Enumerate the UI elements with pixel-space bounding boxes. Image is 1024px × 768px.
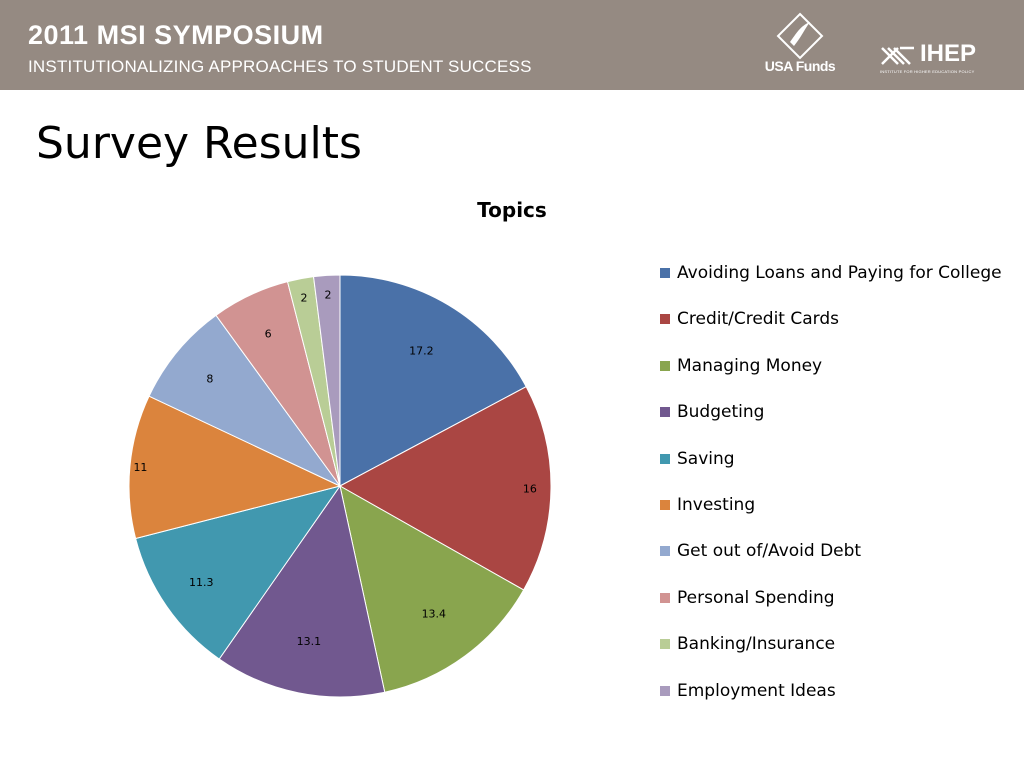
legend-swatch	[660, 639, 670, 650]
legend-swatch	[660, 407, 670, 418]
legend-item: Credit/Credit Cards	[660, 308, 1002, 354]
legend-label: Get out of/Avoid Debt	[677, 541, 862, 562]
legend-item: Managing Money	[660, 355, 1002, 401]
pie-data-label-1: 17.2	[409, 344, 434, 357]
pie-slice-5	[135, 485, 342, 660]
legend-label: Banking/Insurance	[677, 634, 836, 655]
legend-label: Avoiding Loans and Paying for College	[677, 263, 1002, 283]
pie-slice-7	[148, 314, 341, 487]
legend-item: Saving	[660, 448, 1002, 494]
legend-item: Budgeting	[660, 401, 1002, 447]
header-banner: 2011 MSI SYMPOSIUM INSTITUTIONALIZING AP…	[0, 0, 1024, 90]
pie-slice-6	[128, 395, 342, 540]
legend-swatch	[660, 314, 670, 325]
legend-swatch	[660, 499, 670, 510]
legend-label: Investing	[677, 494, 756, 515]
legend-item: Employment Ideas	[660, 680, 1002, 726]
usafunds-diamond-icon	[776, 12, 824, 60]
pie-data-label-10: 2	[324, 288, 331, 301]
pie-data-label-7: 8	[206, 372, 213, 385]
legend-swatch	[660, 685, 670, 696]
chart-title: Topics	[477, 198, 547, 222]
ihep-logo-subtext: INSTITUTE FOR HIGHER EDUCATION POLICY	[880, 69, 975, 74]
legend-label: Budgeting	[677, 402, 765, 423]
legend-item: Investing	[660, 494, 1002, 540]
legend-label: Personal Spending	[677, 587, 835, 608]
legend-swatch	[660, 268, 670, 278]
pie-data-label-8: 6	[265, 327, 272, 340]
legend-item: Get out of/Avoid Debt	[660, 540, 1002, 586]
pie-data-label-2: 16	[523, 482, 537, 495]
pie-data-label-5: 11.3	[189, 576, 214, 589]
symposium-subtitle: INSTITUTIONALIZING APPROACHES TO STUDENT…	[28, 57, 532, 76]
symposium-title: 2011 MSI SYMPOSIUM	[28, 20, 324, 50]
ihep-mark-icon	[881, 46, 914, 65]
legend-label: Employment Ideas	[677, 680, 836, 701]
legend-label: Managing Money	[677, 355, 823, 376]
legend-swatch	[660, 592, 670, 603]
slide-title: Survey Results	[36, 118, 362, 169]
legend-item: Banking/Insurance	[660, 633, 1002, 679]
ihep-logo-text: IHEP	[920, 40, 977, 67]
legend-label: Credit/Credit Cards	[677, 309, 840, 330]
legend-swatch	[660, 360, 670, 371]
pie-slice-3	[339, 485, 525, 693]
legend-item: Avoiding Loans and Paying for College	[660, 262, 1002, 308]
pie-data-label-6: 11	[133, 461, 147, 474]
pie-data-label-3: 13.4	[422, 607, 447, 620]
legend-item: Personal Spending	[660, 587, 1002, 633]
legend-label: Saving	[677, 448, 735, 469]
legend-swatch	[660, 546, 670, 557]
chart-legend: Avoiding Loans and Paying for College Cre…	[660, 262, 1002, 726]
legend-swatch	[660, 453, 670, 464]
pie-slice-10	[312, 274, 341, 487]
pie-slice-4	[218, 484, 386, 698]
usafunds-logo: USA Funds	[760, 12, 840, 78]
ihep-logo: IHEP INSTITUTE FOR HIGHER EDUCATION POLI…	[880, 42, 1000, 76]
pie-data-label-9: 2	[301, 291, 308, 304]
pie-slice-2	[338, 386, 552, 591]
usafunds-logo-text: USA Funds	[764, 58, 836, 74]
pie-slice-1	[339, 274, 527, 487]
pie-data-label-4: 13.1	[297, 635, 322, 648]
